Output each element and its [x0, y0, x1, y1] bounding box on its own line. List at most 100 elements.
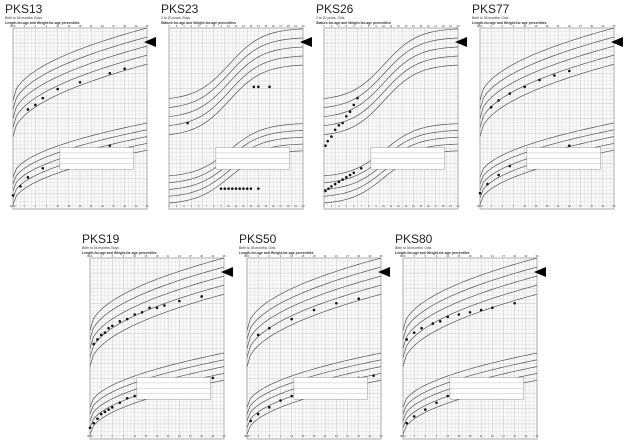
length-data-point — [78, 81, 82, 84]
x-tick-label: 33 — [211, 254, 214, 258]
x-tick-label: 27 — [346, 254, 349, 258]
weight-data-point — [327, 187, 330, 190]
x-tick-label-bottom: 4 — [183, 204, 185, 208]
length-data-point — [341, 121, 344, 125]
x-tick-label: 17 — [434, 24, 437, 28]
x-tick-label-bottom: 24 — [101, 204, 104, 208]
x-tick-label: 15 — [144, 254, 147, 258]
percentile-curve — [12, 63, 148, 137]
length-data-point — [108, 71, 112, 75]
percentile-curve — [12, 45, 148, 119]
x-tick-label-bottom: 13 — [404, 204, 407, 208]
x-tick-label: 9 — [513, 24, 515, 28]
x-tick-label-bottom: 15 — [144, 434, 147, 438]
percentile-curve — [168, 123, 304, 177]
percentile-curve — [246, 293, 382, 367]
x-tick-label: 18 — [469, 254, 472, 258]
x-tick-label: 12 — [446, 254, 449, 258]
x-tick-label-bottom: 2 — [168, 204, 170, 208]
x-tick-label-bottom: 16 — [272, 204, 275, 208]
x-tick-label-bottom: 9 — [436, 434, 438, 438]
x-tick-label: 3 — [331, 24, 333, 28]
x-tick-label-bottom: 3 — [257, 434, 259, 438]
x-tick-label-bottom: 12 — [290, 434, 293, 438]
x-tick-label-bottom: 4 — [338, 204, 340, 208]
weight-data-point — [290, 394, 293, 398]
length-data-point — [412, 331, 416, 334]
x-tick-label: 9 — [375, 24, 377, 28]
length-data-point — [479, 308, 483, 312]
x-tick-label: 6 — [35, 24, 37, 28]
length-data-point — [348, 110, 352, 114]
weight-data-point — [111, 406, 114, 409]
length-data-point — [330, 135, 333, 138]
percentile-curve — [402, 266, 538, 340]
panel-title: PKS77 — [472, 2, 510, 16]
percentile-curve — [89, 284, 225, 358]
percentile-curve — [402, 359, 538, 415]
x-tick-label: 5 — [191, 24, 193, 28]
percentile-curve — [479, 63, 615, 137]
x-tick-label-bottom: 14 — [412, 204, 415, 208]
x-tick-label: 30 — [123, 24, 126, 28]
x-tick-label: 12 — [133, 254, 136, 258]
length-data-point — [357, 297, 360, 301]
percentile-curve — [12, 122, 148, 178]
x-tick-label: 36 — [613, 24, 616, 28]
x-tick-label-bottom: 19 — [449, 204, 452, 208]
x-tick-label: 16 — [427, 24, 430, 28]
x-tick-label: 24 — [101, 24, 104, 28]
x-tick-label-bottom: 6 — [353, 204, 355, 208]
x-tick-label: 16 — [272, 24, 275, 28]
length-data-point — [523, 85, 526, 89]
chart-subtitle: Birth to 36 months: Boys — [82, 246, 119, 250]
x-tick-label-bottom: 6 — [112, 434, 114, 438]
chart-subtitle: Birth to 36 months: Girls — [472, 16, 509, 20]
x-tick-label-bottom: 9 — [375, 204, 377, 208]
length-data-point — [356, 96, 359, 100]
x-tick-label-bottom: 36 — [146, 204, 149, 208]
length-data-point — [252, 85, 256, 89]
x-tick-label-bottom: 24 — [335, 434, 338, 438]
x-tick-label: Birth — [87, 254, 93, 258]
length-data-point — [96, 338, 99, 341]
x-tick-label: 9 — [123, 254, 125, 258]
x-tick-label-bottom: 5 — [346, 204, 348, 208]
weight-data-point — [337, 180, 341, 184]
weight-data-point — [211, 376, 215, 380]
x-tick-label-bottom: 7 — [205, 204, 207, 208]
x-tick-label: 27 — [579, 24, 582, 28]
length-data-point — [333, 128, 337, 132]
x-tick-label-bottom: 27 — [112, 204, 115, 208]
x-tick-label: 18 — [156, 254, 159, 258]
percentile-curve — [89, 275, 225, 349]
x-tick-label: 30 — [357, 254, 360, 258]
x-tick-label: 12 — [242, 24, 245, 28]
x-tick-label: 4 — [183, 24, 185, 28]
percentile-curve — [479, 122, 615, 178]
panel-title: PKS19 — [82, 232, 120, 246]
x-tick-label-bottom: 21 — [324, 434, 327, 438]
chart-subtitle: 2 to 20 years: Boys — [161, 16, 190, 20]
chart-subtitle: Birth to 36 months: Girls — [239, 246, 276, 250]
x-tick-label: 3 — [413, 254, 415, 258]
x-tick-label: 3 — [23, 24, 25, 28]
x-tick-label-bottom: 6 — [198, 204, 200, 208]
percentile-curve — [323, 37, 459, 108]
percentile-curve — [168, 46, 304, 117]
x-tick-label: 33 — [368, 254, 371, 258]
x-tick-label-bottom: 9 — [46, 204, 48, 208]
percentile-curve — [12, 36, 148, 110]
arrow-marker-icon — [221, 267, 233, 277]
x-tick-label: 27 — [112, 24, 115, 28]
arrow-marker-icon — [300, 37, 312, 47]
percentile-curve — [246, 257, 382, 331]
x-tick-label-bottom: 30 — [200, 434, 203, 438]
x-tick-label: 27 — [189, 254, 192, 258]
chart-heading: Stature-for-age and Weight-for-age perce… — [161, 21, 236, 25]
x-tick-label: 30 — [200, 254, 203, 258]
percentile-curve — [168, 28, 304, 99]
x-tick-label-bottom: 3 — [176, 204, 178, 208]
